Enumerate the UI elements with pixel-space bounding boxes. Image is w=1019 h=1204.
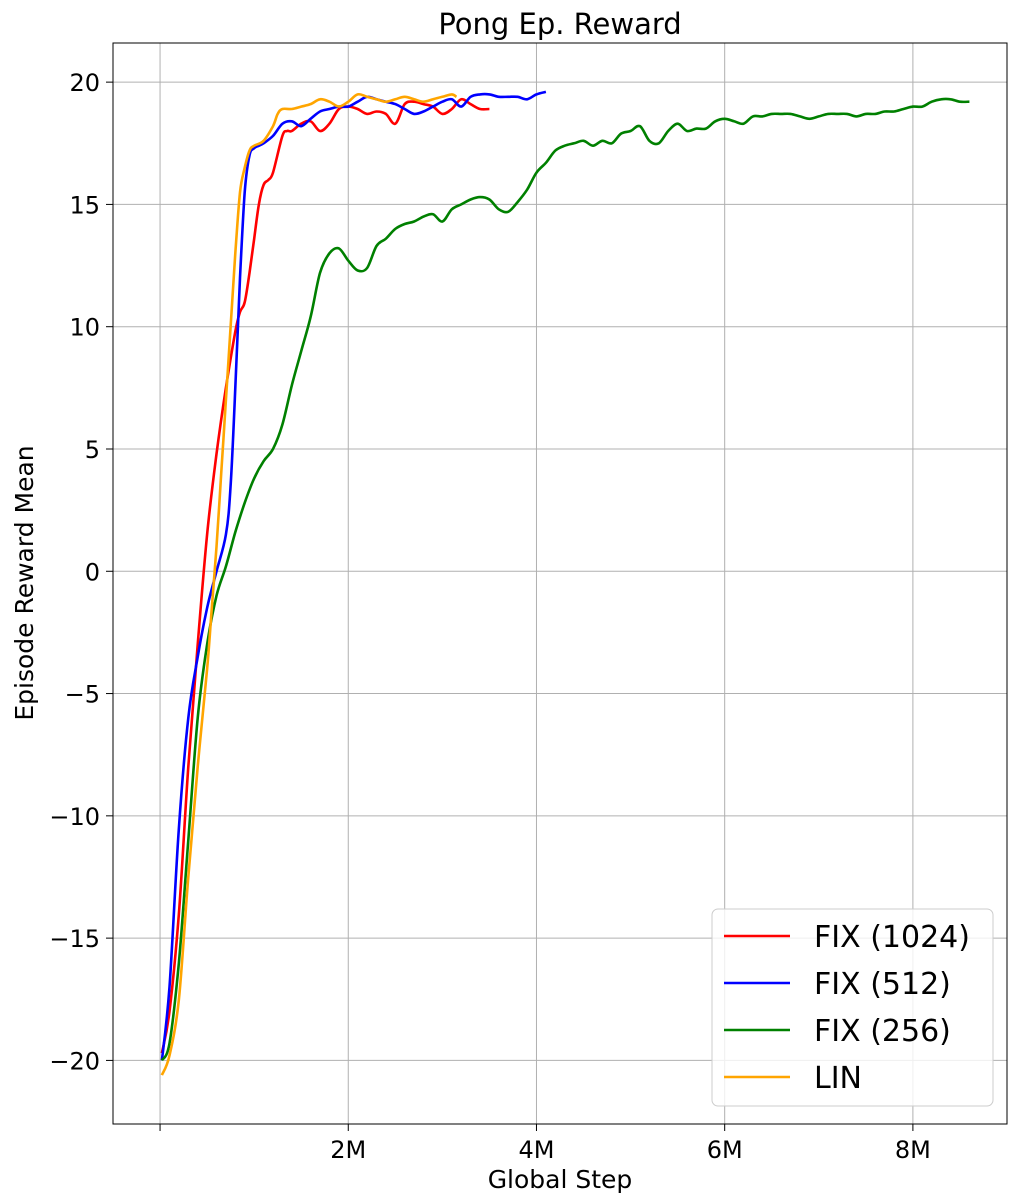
y-tick-label: −5 bbox=[65, 681, 100, 709]
series-line-fix-1024 bbox=[160, 97, 490, 1054]
legend-label-lin: LIN bbox=[814, 1061, 862, 1096]
series-line-fix-256 bbox=[160, 97, 970, 1062]
grid-lines bbox=[113, 43, 1007, 1124]
y-tick-label: 0 bbox=[85, 558, 100, 586]
series-line-lin bbox=[160, 92, 458, 1076]
legend-label-fix-512: FIX (512) bbox=[814, 967, 951, 1002]
chart-title: Pong Ep. Reward bbox=[438, 7, 681, 41]
x-axis-label: Global Step bbox=[488, 1165, 633, 1194]
series-line-fix-512 bbox=[160, 90, 547, 1061]
legend-box bbox=[711, 908, 994, 1107]
series-lines bbox=[160, 90, 970, 1076]
x-tick-label: 4M bbox=[518, 1136, 554, 1164]
y-tick-label: −10 bbox=[49, 803, 100, 831]
y-tick-label: −15 bbox=[49, 925, 100, 953]
legend-label-fix-1024: FIX (1024) bbox=[814, 920, 970, 955]
x-tick-label: 6M bbox=[707, 1136, 743, 1164]
y-tick-label: −20 bbox=[49, 1047, 100, 1075]
x-tick-label: 8M bbox=[895, 1136, 931, 1164]
y-axis-label: Episode Reward Mean bbox=[10, 445, 39, 720]
y-tick-label: 15 bbox=[69, 191, 100, 219]
y-tick-label: 5 bbox=[85, 436, 100, 464]
y-ticks: −20 −15 −10 −5 0 5 10 15 20 bbox=[49, 69, 113, 1075]
legend: FIX (1024) FIX (512) FIX (256) LIN bbox=[711, 908, 994, 1107]
y-tick-label: 10 bbox=[69, 314, 100, 342]
legend-label-fix-256: FIX (256) bbox=[814, 1014, 951, 1049]
y-tick-label: 20 bbox=[69, 69, 100, 97]
x-ticks: 2M 4M 6M 8M bbox=[159, 1124, 931, 1164]
x-tick-label: 2M bbox=[330, 1136, 366, 1164]
plot-frame bbox=[112, 42, 1008, 1125]
